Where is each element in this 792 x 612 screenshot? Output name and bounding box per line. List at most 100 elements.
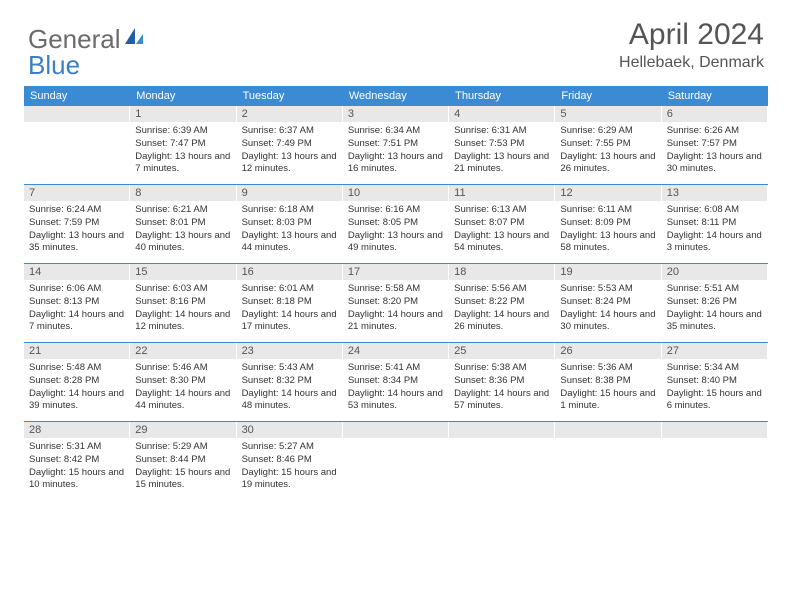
cell-date: 8 xyxy=(130,185,236,201)
sunset-text: Sunset: 8:09 PM xyxy=(560,217,656,230)
cell-content: Sunrise: 5:34 AMSunset: 8:40 PMDaylight:… xyxy=(662,359,768,418)
sunrise-text: Sunrise: 5:29 AM xyxy=(135,441,231,454)
cell-content: Sunrise: 6:39 AMSunset: 7:47 PMDaylight:… xyxy=(130,122,236,181)
sunrise-text: Sunrise: 6:37 AM xyxy=(242,125,338,138)
cell-content: Sunrise: 6:01 AMSunset: 8:18 PMDaylight:… xyxy=(237,280,343,339)
sunrise-text: Sunrise: 6:29 AM xyxy=(560,125,656,138)
sunrise-text: Sunrise: 6:21 AM xyxy=(135,204,231,217)
cell-content: Sunrise: 5:56 AMSunset: 8:22 PMDaylight:… xyxy=(449,280,555,339)
sunrise-text: Sunrise: 6:39 AM xyxy=(135,125,231,138)
calendar-cell: 30Sunrise: 5:27 AMSunset: 8:46 PMDayligh… xyxy=(237,422,343,500)
week-row: 1Sunrise: 6:39 AMSunset: 7:47 PMDaylight… xyxy=(24,106,768,185)
sunset-text: Sunset: 8:32 PM xyxy=(242,375,338,388)
sunset-text: Sunset: 8:40 PM xyxy=(667,375,763,388)
daylight-text: Daylight: 14 hours and 35 minutes. xyxy=(667,309,763,335)
day-header: Saturday xyxy=(662,86,768,106)
sunset-text: Sunset: 7:51 PM xyxy=(348,138,444,151)
daylight-text: Daylight: 14 hours and 30 minutes. xyxy=(560,309,656,335)
cell-content: Sunrise: 6:08 AMSunset: 8:11 PMDaylight:… xyxy=(662,201,768,260)
calendar-cell: 8Sunrise: 6:21 AMSunset: 8:01 PMDaylight… xyxy=(130,185,236,263)
sunset-text: Sunset: 8:13 PM xyxy=(29,296,125,309)
sunrise-text: Sunrise: 5:36 AM xyxy=(560,362,656,375)
logo-sail-icon xyxy=(123,26,145,53)
sunset-text: Sunset: 7:53 PM xyxy=(454,138,550,151)
sunrise-text: Sunrise: 6:11 AM xyxy=(560,204,656,217)
logo-blue-wrap: Blue xyxy=(28,50,80,81)
daylight-text: Daylight: 13 hours and 30 minutes. xyxy=(667,151,763,177)
day-header: Wednesday xyxy=(343,86,449,106)
daylight-text: Daylight: 13 hours and 26 minutes. xyxy=(560,151,656,177)
cell-date: 20 xyxy=(662,264,768,280)
daylight-text: Daylight: 14 hours and 12 minutes. xyxy=(135,309,231,335)
daylight-text: Daylight: 15 hours and 15 minutes. xyxy=(135,467,231,493)
cell-date: 23 xyxy=(237,343,343,359)
cell-date xyxy=(449,422,555,438)
sunrise-text: Sunrise: 5:41 AM xyxy=(348,362,444,375)
day-header: Thursday xyxy=(449,86,555,106)
sunset-text: Sunset: 8:28 PM xyxy=(29,375,125,388)
daylight-text: Daylight: 13 hours and 21 minutes. xyxy=(454,151,550,177)
sunrise-text: Sunrise: 5:31 AM xyxy=(29,441,125,454)
cell-content: Sunrise: 6:26 AMSunset: 7:57 PMDaylight:… xyxy=(662,122,768,181)
sunset-text: Sunset: 8:22 PM xyxy=(454,296,550,309)
daylight-text: Daylight: 14 hours and 53 minutes. xyxy=(348,388,444,414)
cell-date: 16 xyxy=(237,264,343,280)
header: General April 2024 Hellebaek, Denmark xyxy=(0,0,792,80)
calendar-cell: 28Sunrise: 5:31 AMSunset: 8:42 PMDayligh… xyxy=(24,422,130,500)
sunrise-text: Sunrise: 5:48 AM xyxy=(29,362,125,375)
sunset-text: Sunset: 8:11 PM xyxy=(667,217,763,230)
daylight-text: Daylight: 14 hours and 17 minutes. xyxy=(242,309,338,335)
calendar-cell xyxy=(24,106,130,184)
sunset-text: Sunset: 8:42 PM xyxy=(29,454,125,467)
daylight-text: Daylight: 14 hours and 57 minutes. xyxy=(454,388,550,414)
cell-date: 9 xyxy=(237,185,343,201)
calendar-cell: 5Sunrise: 6:29 AMSunset: 7:55 PMDaylight… xyxy=(555,106,661,184)
sunrise-text: Sunrise: 5:58 AM xyxy=(348,283,444,296)
sunset-text: Sunset: 8:07 PM xyxy=(454,217,550,230)
daylight-text: Daylight: 13 hours and 16 minutes. xyxy=(348,151,444,177)
sunset-text: Sunset: 8:16 PM xyxy=(135,296,231,309)
cell-content: Sunrise: 6:16 AMSunset: 8:05 PMDaylight:… xyxy=(343,201,449,260)
daylight-text: Daylight: 13 hours and 49 minutes. xyxy=(348,230,444,256)
day-header: Sunday xyxy=(24,86,130,106)
cell-content: Sunrise: 6:34 AMSunset: 7:51 PMDaylight:… xyxy=(343,122,449,181)
cell-content: Sunrise: 6:06 AMSunset: 8:13 PMDaylight:… xyxy=(24,280,130,339)
calendar-cell: 16Sunrise: 6:01 AMSunset: 8:18 PMDayligh… xyxy=(237,264,343,342)
cell-content: Sunrise: 6:03 AMSunset: 8:16 PMDaylight:… xyxy=(130,280,236,339)
calendar-cell: 11Sunrise: 6:13 AMSunset: 8:07 PMDayligh… xyxy=(449,185,555,263)
daylight-text: Daylight: 13 hours and 40 minutes. xyxy=(135,230,231,256)
cell-date: 24 xyxy=(343,343,449,359)
sunset-text: Sunset: 8:20 PM xyxy=(348,296,444,309)
day-header: Monday xyxy=(130,86,236,106)
sunrise-text: Sunrise: 6:06 AM xyxy=(29,283,125,296)
daylight-text: Daylight: 14 hours and 3 minutes. xyxy=(667,230,763,256)
cell-content: Sunrise: 6:24 AMSunset: 7:59 PMDaylight:… xyxy=(24,201,130,260)
cell-date: 12 xyxy=(555,185,661,201)
cell-date: 14 xyxy=(24,264,130,280)
location: Hellebaek, Denmark xyxy=(619,54,764,72)
calendar-cell: 10Sunrise: 6:16 AMSunset: 8:05 PMDayligh… xyxy=(343,185,449,263)
cell-content: Sunrise: 6:13 AMSunset: 8:07 PMDaylight:… xyxy=(449,201,555,260)
cell-date: 10 xyxy=(343,185,449,201)
cell-date: 6 xyxy=(662,106,768,122)
daylight-text: Daylight: 13 hours and 7 minutes. xyxy=(135,151,231,177)
cell-date xyxy=(343,422,449,438)
cell-content: Sunrise: 5:58 AMSunset: 8:20 PMDaylight:… xyxy=(343,280,449,339)
calendar-cell xyxy=(449,422,555,500)
sunset-text: Sunset: 7:57 PM xyxy=(667,138,763,151)
sunrise-text: Sunrise: 6:34 AM xyxy=(348,125,444,138)
cell-date: 21 xyxy=(24,343,130,359)
cell-date xyxy=(24,106,130,122)
cell-date: 28 xyxy=(24,422,130,438)
cell-date: 5 xyxy=(555,106,661,122)
sunset-text: Sunset: 8:26 PM xyxy=(667,296,763,309)
cell-content: Sunrise: 5:31 AMSunset: 8:42 PMDaylight:… xyxy=(24,438,130,497)
cell-date: 4 xyxy=(449,106,555,122)
calendar-cell: 4Sunrise: 6:31 AMSunset: 7:53 PMDaylight… xyxy=(449,106,555,184)
cell-content: Sunrise: 5:38 AMSunset: 8:36 PMDaylight:… xyxy=(449,359,555,418)
calendar-cell xyxy=(343,422,449,500)
calendar-cell: 9Sunrise: 6:18 AMSunset: 8:03 PMDaylight… xyxy=(237,185,343,263)
cell-date: 29 xyxy=(130,422,236,438)
cell-content: Sunrise: 5:29 AMSunset: 8:44 PMDaylight:… xyxy=(130,438,236,497)
sunset-text: Sunset: 7:49 PM xyxy=(242,138,338,151)
